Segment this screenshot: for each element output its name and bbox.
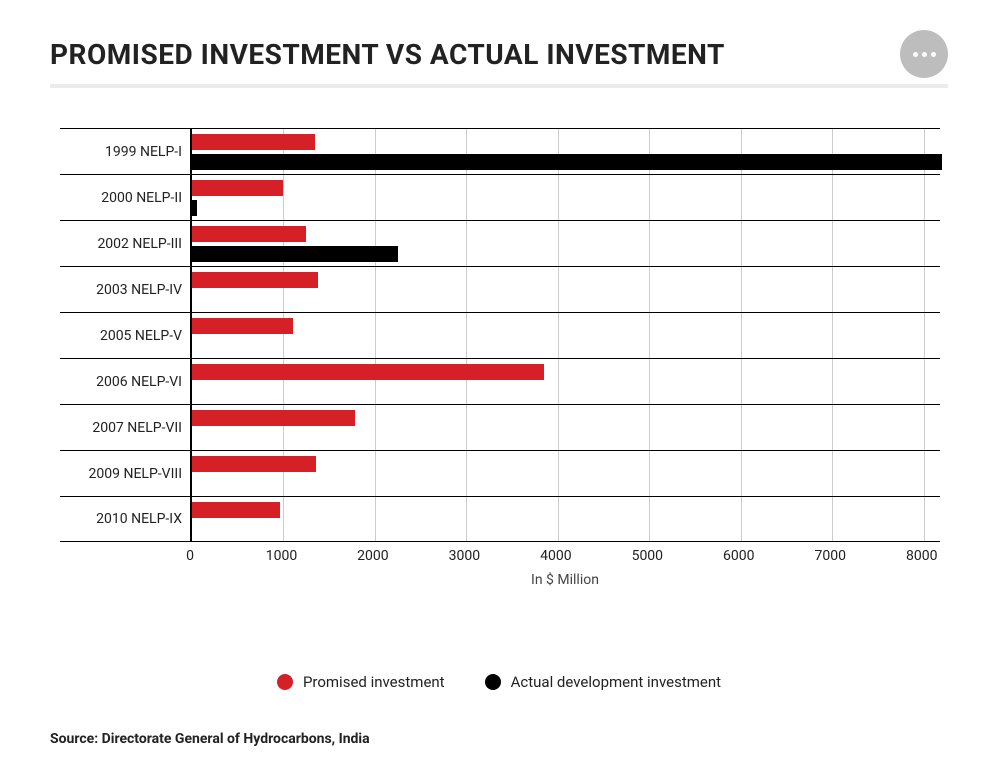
category-label: 2000 NELP-II <box>101 190 182 206</box>
ellipsis-icon <box>913 52 936 57</box>
category-label: 1999 NELP-I <box>105 144 182 160</box>
legend-item: Actual development investment <box>485 673 721 691</box>
x-tick-label: 5000 <box>632 548 663 564</box>
bar <box>192 134 315 150</box>
chart-title: PROMISED INVESTMENT VS ACTUAL INVESTMENT <box>50 38 725 71</box>
x-tick-label: 8000 <box>906 548 937 564</box>
x-tick-label: 2000 <box>357 548 388 564</box>
category-row: 2003 NELP-IV <box>60 266 940 312</box>
source-text: Source: Directorate General of Hydrocarb… <box>50 731 948 747</box>
legend: Promised investment Actual development in… <box>50 673 948 691</box>
category-row: 2006 NELP-VI <box>60 358 940 404</box>
bar <box>192 180 283 196</box>
bar <box>192 200 197 216</box>
category-row: 2007 NELP-VII <box>60 404 940 450</box>
bar <box>192 154 942 170</box>
category-row: 2010 NELP-IX <box>60 496 940 542</box>
x-tick-label: 4000 <box>540 548 571 564</box>
x-tick-label: 3000 <box>449 548 480 564</box>
category-label: 2005 NELP-V <box>100 328 182 344</box>
category-label: 2007 NELP-VII <box>92 420 182 436</box>
x-tick-label: 1000 <box>266 548 297 564</box>
legend-swatch <box>277 674 293 690</box>
title-divider <box>50 84 948 88</box>
x-tick-label: 0 <box>186 548 194 564</box>
legend-swatch <box>485 674 501 690</box>
category-row: 2009 NELP-VIII <box>60 450 940 496</box>
bar <box>192 272 318 288</box>
category-label: 2009 NELP-VIII <box>89 466 182 482</box>
legend-label: Promised investment <box>303 673 445 691</box>
bar <box>192 456 316 472</box>
bar <box>192 364 544 380</box>
x-tick-label: 6000 <box>723 548 754 564</box>
bar <box>192 502 280 518</box>
bar <box>192 410 355 426</box>
legend-item: Promised investment <box>277 673 445 691</box>
category-row: 1999 NELP-I <box>60 128 940 174</box>
category-label: 2003 NELP-IV <box>96 282 182 298</box>
bar <box>192 318 293 334</box>
x-axis-label: In $ Million <box>531 572 599 588</box>
bar <box>192 226 306 242</box>
x-tick-label: 7000 <box>814 548 845 564</box>
legend-label: Actual development investment <box>511 673 721 691</box>
category-row: 2002 NELP-III <box>60 220 940 266</box>
category-row: 2005 NELP-V <box>60 312 940 358</box>
more-options-button[interactable] <box>900 30 948 78</box>
category-label: 2002 NELP-III <box>97 236 182 252</box>
chart-area: 1999 NELP-I 2000 NELP-II 2002 NELP-III 2003… <box>60 128 940 597</box>
category-label: 2006 NELP-VI <box>96 374 182 390</box>
bar <box>192 246 398 262</box>
category-row: 2000 NELP-II <box>60 174 940 220</box>
category-label: 2010 NELP-IX <box>96 511 182 527</box>
